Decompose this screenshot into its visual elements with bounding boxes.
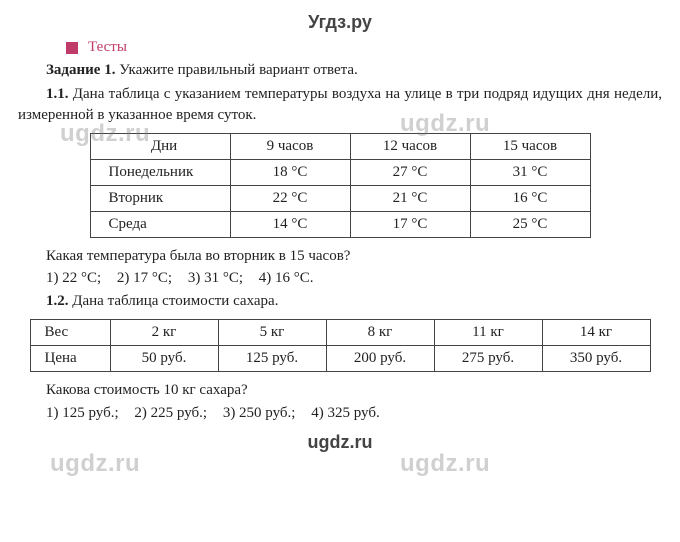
table-row: Понедельник 18 °C 27 °C 31 °C	[90, 159, 590, 185]
question-1-1: Какая температура была во вторник в 15 ч…	[18, 246, 662, 266]
table-cell: 8 кг	[326, 320, 434, 346]
task-1-1-num: 1.1.	[46, 86, 69, 102]
answer-option: 2) 17 °C;	[117, 270, 172, 287]
table-cell: 275 руб.	[434, 346, 542, 372]
answer-option: 3) 250 руб.;	[223, 405, 296, 422]
task-heading-rest: Укажите правильный вариант ответа.	[115, 62, 357, 78]
table-header: Дни	[90, 133, 230, 159]
answer-option: 4) 325 руб.	[311, 405, 379, 422]
table-cell: 21 °C	[350, 185, 470, 211]
section-square-icon	[66, 42, 78, 54]
table-row: Дни 9 часов 12 часов 15 часов	[90, 133, 590, 159]
table-cell: 125 руб.	[218, 346, 326, 372]
table-cell: Вес	[30, 320, 110, 346]
table-cell: 16 °C	[470, 185, 590, 211]
table-row: Среда 14 °C 17 °C 25 °C	[90, 211, 590, 237]
answer-option: 4) 16 °C.	[259, 270, 314, 287]
task-1-1-body: Дана таблица с указанием температуры воз…	[18, 86, 662, 122]
table-cell: Среда	[90, 211, 230, 237]
table-cell: 22 °C	[230, 185, 350, 211]
answer-option: 1) 125 руб.;	[46, 405, 119, 422]
task-1-1-text: 1.1. Дана таблица с указанием температур…	[18, 84, 662, 125]
table-cell: 17 °C	[350, 211, 470, 237]
table-header: 9 часов	[230, 133, 350, 159]
table-cell: 50 руб.	[110, 346, 218, 372]
table-cell: Понедельник	[90, 159, 230, 185]
table-cell: 11 кг	[434, 320, 542, 346]
task-heading-bold: Задание 1.	[46, 62, 115, 78]
task-1-2-num: 1.2.	[46, 293, 69, 309]
table-cell: Цена	[30, 346, 110, 372]
table-cell: 27 °C	[350, 159, 470, 185]
temperature-table: Дни 9 часов 12 часов 15 часов Понедельни…	[90, 133, 591, 238]
table-cell: 350 руб.	[542, 346, 650, 372]
table-cell: 5 кг	[218, 320, 326, 346]
table-cell: 14 кг	[542, 320, 650, 346]
table-cell: 31 °C	[470, 159, 590, 185]
answers-1-2: 1) 125 руб.; 2) 225 руб.; 3) 250 руб.; 4…	[46, 405, 662, 422]
answers-1-1: 1) 22 °C; 2) 17 °C; 3) 31 °C; 4) 16 °C.	[46, 270, 662, 287]
table-row: Цена 50 руб. 125 руб. 200 руб. 275 руб. …	[30, 346, 650, 372]
task-heading-line: Задание 1. Укажите правильный вариант от…	[18, 60, 662, 80]
table-header: 12 часов	[350, 133, 470, 159]
table-header: 15 часов	[470, 133, 590, 159]
table-cell: 2 кг	[110, 320, 218, 346]
table-cell: 14 °C	[230, 211, 350, 237]
sugar-table: Вес 2 кг 5 кг 8 кг 11 кг 14 кг Цена 50 р…	[30, 319, 651, 372]
answer-option: 3) 31 °C;	[188, 270, 243, 287]
table-cell: 200 руб.	[326, 346, 434, 372]
task-1-2-body: Дана таблица стоимости сахара.	[69, 293, 279, 309]
table-row: Вторник 22 °C 21 °C 16 °C	[90, 185, 590, 211]
section-row: Тесты	[66, 39, 662, 56]
section-label: Тесты	[88, 39, 127, 56]
question-1-2: Какова стоимость 10 кг сахара?	[18, 380, 662, 400]
answer-option: 1) 22 °C;	[46, 270, 101, 287]
table-row: Вес 2 кг 5 кг 8 кг 11 кг 14 кг	[30, 320, 650, 346]
watermark: ugdz.ru	[400, 450, 490, 478]
site-header-top: Угдз.ру	[18, 12, 662, 33]
table-cell: Вторник	[90, 185, 230, 211]
answer-option: 2) 225 руб.;	[134, 405, 207, 422]
table-cell: 25 °C	[470, 211, 590, 237]
site-header-bottom: ugdz.ru	[18, 432, 662, 453]
task-1-2-text: 1.2. Дана таблица стоимости сахара.	[18, 291, 662, 311]
table-cell: 18 °C	[230, 159, 350, 185]
watermark: ugdz.ru	[50, 450, 140, 478]
